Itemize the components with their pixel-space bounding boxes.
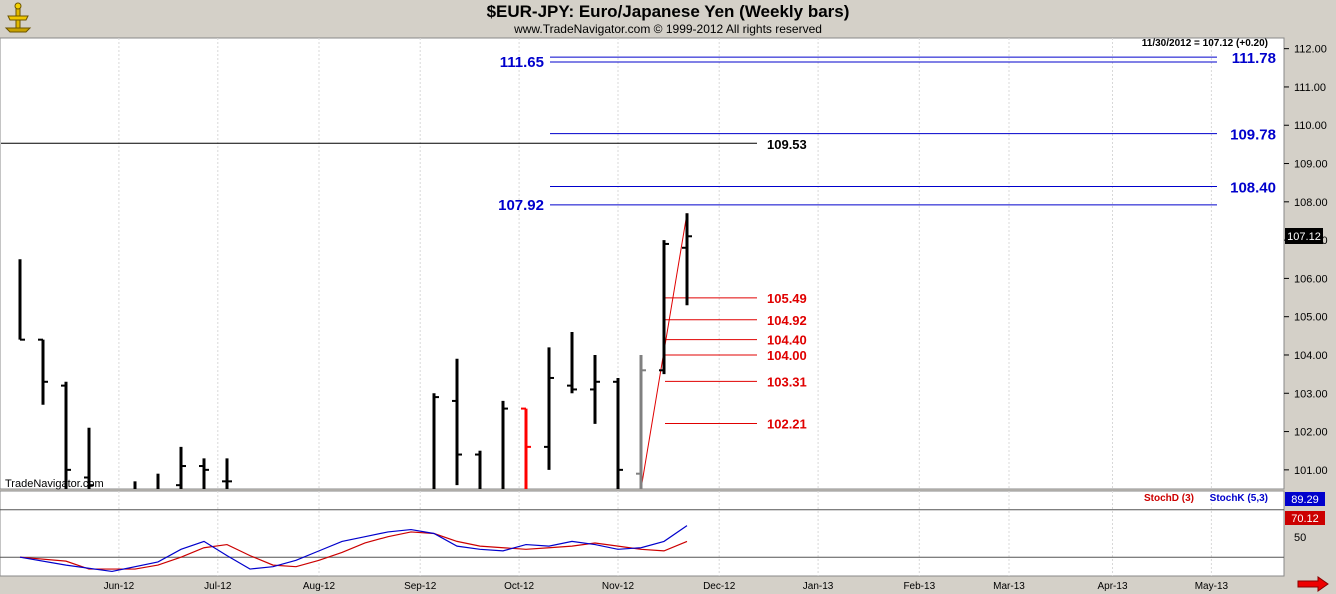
- x-tick-label: May-13: [1195, 581, 1229, 592]
- y-tick-label: 106.00: [1294, 273, 1328, 285]
- y-tick-label: 105.00: [1294, 312, 1328, 324]
- level-label-red: 103.31: [767, 374, 807, 389]
- indicator-50-label: 50: [1294, 532, 1306, 544]
- watermark-text: TradeNavigator.com: [5, 478, 104, 490]
- x-tick-label: Mar-13: [993, 581, 1025, 592]
- price-axis: 101.00 102.00 103.00 104.00 105.00 106.00 107.…: [1284, 44, 1328, 477]
- ohlc-bar: [38, 338, 48, 405]
- ohlc-bar: [61, 381, 71, 489]
- stochd-value-box: [1285, 511, 1325, 525]
- stochk-legend: StochK (5,3): [1210, 493, 1268, 504]
- y-tick-label: 101.00: [1294, 465, 1328, 477]
- stochd-line: [19, 531, 688, 570]
- level-label-red: 104.92: [767, 313, 807, 328]
- x-tick-label: Apr-13: [1097, 581, 1127, 592]
- y-tick-label: 104.00: [1294, 350, 1328, 362]
- y-tick-label: 108.00: [1294, 197, 1328, 209]
- y-tick-label: 112.00: [1294, 44, 1327, 56]
- level-label-blue: 111.78: [1232, 50, 1276, 67]
- level-label-blue: 109.78: [1230, 127, 1276, 144]
- ohlc-bar: [452, 358, 462, 486]
- date-axis: Jun-12 Jul-12 Aug-12 Sep-12 Oct-12 Nov-12 Dec-…: [104, 581, 1229, 592]
- y-tick-label: 110.00: [1294, 120, 1327, 132]
- ohlc-bar: [222, 458, 232, 489]
- ohlc-bar: [199, 458, 209, 489]
- stochd-value: 70.12: [1291, 513, 1319, 525]
- level-label-blue: 107.92: [498, 197, 544, 214]
- x-tick-label: Feb-13: [903, 581, 935, 592]
- stochk-value-box: [1285, 492, 1325, 506]
- ohlc-bar: [567, 332, 577, 394]
- stochastic-indicator: [0, 509, 1284, 573]
- ohlc-bar: [432, 393, 439, 489]
- ohlc-bar: [659, 240, 669, 375]
- chart-header: $EUR-JPY: Euro/Japanese Yen (Weekly bars…: [0, 0, 1336, 38]
- ohlc-bar: [176, 446, 186, 489]
- level-lines: 111.65 111.78 109.78 108.40 107.92 109.53 105.…: [1, 50, 1276, 490]
- chart-title: $EUR-JPY: Euro/Japanese Yen (Weekly bars…: [486, 2, 850, 21]
- trade-navigator-logo-icon: [4, 2, 32, 33]
- level-label-red: 104.40: [767, 333, 807, 348]
- level-label-red: 104.00: [767, 348, 807, 363]
- price-tag-box: [1285, 228, 1323, 244]
- ohlc-bar: [84, 427, 94, 489]
- level-label-blue: 108.40: [1230, 180, 1276, 197]
- level-label-red: 105.49: [767, 291, 807, 306]
- vertical-grid: [118, 38, 1212, 576]
- y-tick-label: 111.00: [1294, 82, 1326, 94]
- x-tick-label: Dec-12: [703, 581, 736, 592]
- x-tick-label: Nov-12: [602, 581, 635, 592]
- stochd-legend: StochD (3): [1144, 493, 1194, 504]
- x-tick-label: Oct-12: [504, 581, 534, 592]
- ohlc-bar: [590, 354, 600, 424]
- chart-subtitle: www.TradeNavigator.com © 1999-2012 All r…: [514, 22, 822, 36]
- level-label-blue: 111.65: [500, 54, 544, 71]
- y-tick-label: 109.00: [1294, 159, 1328, 171]
- indicator-pane-background: [0, 490, 1285, 577]
- scroll-right-arrow-icon[interactable]: [1296, 576, 1330, 592]
- y-tick-label: 103.00: [1294, 388, 1328, 400]
- level-label-red: 102.21: [767, 417, 807, 432]
- x-tick-label: Sep-12: [404, 581, 437, 592]
- last-quote-label: 11/30/2012 = 107.12 (+0.20): [1142, 38, 1268, 49]
- ohlc-bar: [501, 400, 508, 489]
- ohlc-bar: [636, 354, 646, 489]
- x-tick-label: Aug-12: [303, 581, 336, 592]
- stochk-value: 89.29: [1291, 494, 1319, 506]
- ohlc-bar: [18, 259, 25, 341]
- ohlc-bars: [18, 213, 692, 489]
- price-tag: 107.12: [1287, 231, 1321, 243]
- x-tick-label: Jan-13: [803, 581, 834, 592]
- y-tick-label: 102.00: [1294, 427, 1328, 439]
- ohlc-bar: [544, 347, 554, 470]
- level-label-black: 109.53: [767, 137, 807, 152]
- x-tick-label: Jun-12: [104, 581, 135, 592]
- x-tick-label: Jul-12: [204, 581, 232, 592]
- ohlc-bar: [521, 407, 531, 489]
- stochk-line: [19, 525, 688, 573]
- ohlc-bar: [475, 450, 482, 489]
- ohlc-bar: [682, 213, 692, 306]
- ohlc-bar: [613, 377, 623, 489]
